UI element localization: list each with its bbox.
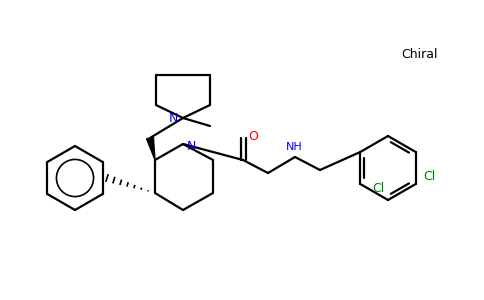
Text: N: N: [186, 140, 196, 154]
Text: Cl: Cl: [372, 182, 384, 194]
Text: O: O: [248, 130, 258, 142]
Text: Chiral: Chiral: [402, 49, 438, 62]
Text: N: N: [168, 112, 178, 125]
Text: Cl: Cl: [424, 169, 436, 182]
Text: NH: NH: [286, 142, 302, 152]
Polygon shape: [147, 137, 155, 160]
